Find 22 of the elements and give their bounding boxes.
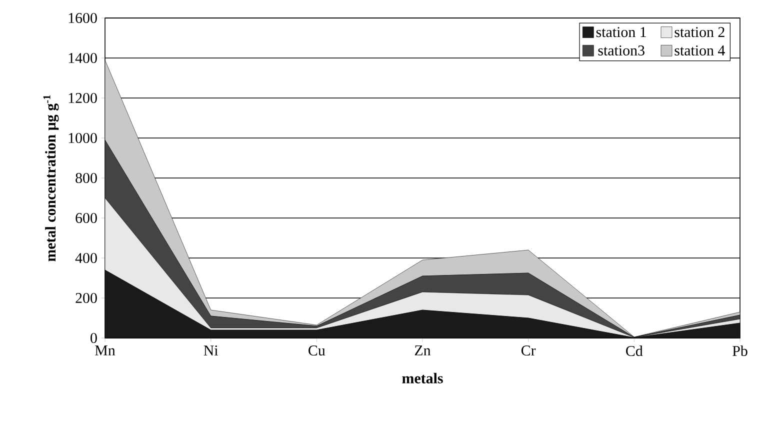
legend-label: station3 [598,45,644,56]
x-tick-label: Cu [308,346,326,356]
y-tick-label: 200 [76,292,97,304]
y-tick-label: 400 [75,252,97,264]
x-tick-label: Cd [626,346,643,356]
y-tick-label: 1400 [68,52,97,64]
legend-label: station 4 [674,45,725,56]
x-tick-label: Cr [521,346,536,356]
y-tick-label: 800 [76,172,97,184]
x-tick-label: Zn [414,346,431,356]
x-tick-label: Ni [204,346,218,356]
y-axis-title: metal concentration µg g$^{-1}$ [43,95,59,262]
x-tick-label: Mn [95,346,116,356]
y-tick-label: 1000 [68,132,97,144]
legend-label: station 2 [674,27,724,38]
y-tick-label: 0 [90,332,97,344]
x-tick-label: Pb [732,346,748,356]
y-tick-label: 1600 [68,12,97,24]
y-tick-label: 1200 [68,92,97,104]
x-axis-title: metals [402,372,443,384]
y-tick-label: 600 [76,212,97,224]
legend-label: station 1 [596,27,646,38]
